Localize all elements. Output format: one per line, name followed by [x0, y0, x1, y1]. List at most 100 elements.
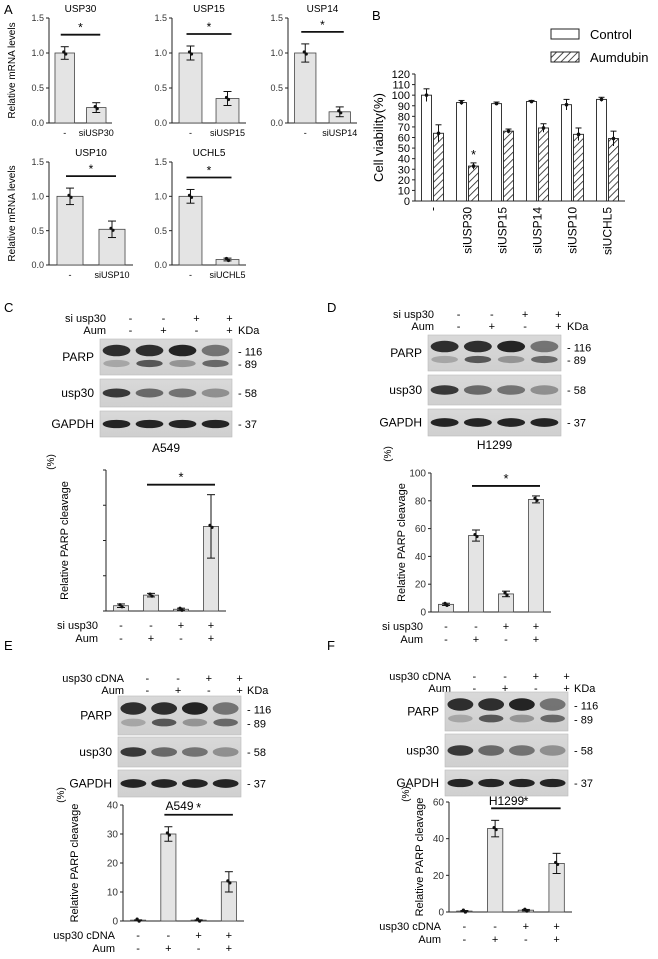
bar [54, 52, 75, 124]
y-tick-label: 40 [415, 552, 427, 563]
blot-band-cleaved [509, 714, 535, 723]
data-point [198, 919, 202, 923]
treatment-row-label: Aum [92, 943, 115, 955]
blot-treatment-label: si usp30 [65, 313, 106, 325]
blot-band [102, 388, 131, 398]
category-label: siUCHL5 [601, 207, 615, 255]
blot-treatment-sign: - [534, 683, 538, 695]
chart-title: UCHL5 [193, 148, 226, 159]
y-axis-unit: (%) [46, 454, 57, 470]
y-axis-label: Relative mRNA levels [7, 22, 18, 118]
kda-marker: - 89 [574, 714, 593, 726]
chart-a5: 0.0 0.5 1.0 1.5 * UCHL5 - siUCHL5 [154, 148, 246, 280]
bar-control [491, 103, 502, 202]
category-label: - [189, 270, 192, 280]
blot-band-cleaved [448, 714, 473, 723]
chart-title: USP30 [65, 4, 97, 15]
bar-aumdubin [608, 138, 619, 202]
y-axis-label: Relative PARP cleavage [396, 483, 408, 602]
blot-band [447, 698, 474, 711]
blot-treatment-sign: - [195, 325, 199, 337]
blot-band [478, 698, 505, 711]
y-tick-label: 30 [398, 164, 410, 176]
category-label: - [426, 207, 440, 211]
blot-band [463, 418, 492, 427]
treatment-sign: - [167, 930, 171, 942]
blot-band [120, 779, 147, 788]
blot-band [151, 702, 178, 715]
blot-band [478, 745, 505, 756]
blot-treatment-sign: - [207, 685, 211, 697]
blot-treatment-label: Aum [83, 325, 106, 337]
blot-band [508, 778, 535, 788]
bar [528, 499, 544, 613]
treatment-sign: - [504, 634, 508, 646]
kda-marker: - 116 [247, 705, 271, 717]
data-point [503, 591, 507, 595]
data-point [463, 910, 467, 914]
blot-treatment-sign: - [146, 685, 150, 697]
data-point [118, 603, 122, 607]
treatment-sign: - [179, 633, 183, 645]
significance-star: * [207, 163, 212, 177]
category-label: siUSP10 [94, 270, 129, 280]
y-axis-label: Relative PARP cleavage [414, 798, 426, 917]
treatment-sign: + [553, 921, 559, 933]
category-label: - [304, 128, 307, 138]
blot-treatment-sign: + [489, 321, 495, 333]
blot-band [135, 419, 164, 429]
category-label: - [63, 128, 66, 138]
category-label: siUCHL5 [209, 270, 245, 280]
data-point [475, 534, 479, 539]
blot-band [168, 344, 197, 357]
chart-c: *Relative PARP cleavage(%)si usp30- - + +Au… [46, 454, 226, 645]
blot-strip [117, 695, 242, 736]
data-point [226, 97, 231, 102]
treatment-sign: - [119, 633, 123, 645]
data-point [148, 592, 152, 596]
blot-band [181, 747, 208, 757]
blot-band [497, 418, 526, 427]
blot-band [430, 418, 459, 427]
treatment-sign: - [524, 934, 528, 946]
chart-d: 0 20 40 60 80 100 * Relative PARP cleavage (%) si… [382, 446, 551, 646]
chart-a2: 0.0 0.5 1.0 1.5 * USP15 - siUSP15 [154, 4, 246, 138]
category-label: siUSP30 [461, 207, 475, 254]
blot-treatment-sign: - [457, 321, 461, 333]
blot-row-label: PARP [407, 705, 439, 719]
data-point [525, 909, 529, 913]
kda-label: KDa [567, 321, 589, 333]
blot-treatment-sign: + [555, 321, 561, 333]
blot-treatment-label: usp30 cDNA [62, 673, 124, 685]
panel-letter-f: F [327, 638, 335, 653]
y-axis-label: Relative PARP cleavage [59, 481, 71, 600]
blot-treatment-sign: + [522, 309, 528, 321]
cell-line-label: A549 [152, 441, 180, 455]
blot-band [463, 340, 492, 353]
significance-star: * [78, 21, 83, 35]
blot-band-cleaved [531, 355, 558, 364]
y-tick-label: 20 [398, 175, 410, 187]
blot-band [102, 344, 131, 357]
legend-label: Control [590, 27, 632, 42]
data-point [224, 256, 229, 261]
kda-label: KDa [247, 685, 269, 697]
blot-band [102, 419, 131, 429]
y-tick-label: 80 [415, 496, 427, 507]
y-tick-label: 0.0 [154, 118, 167, 128]
legend-swatch [550, 28, 580, 40]
y-tick-label: 0.5 [154, 83, 167, 93]
data-point [62, 50, 66, 54]
blot-band-cleaved [213, 718, 238, 727]
y-tick-label: 80 [398, 111, 410, 123]
blot-treatment-sign: - [457, 309, 461, 321]
blot-treatment-label: Aum [101, 685, 124, 697]
data-point [224, 95, 229, 100]
y-tick-label: 1.5 [31, 13, 44, 23]
y-tick-label: 0.5 [154, 226, 167, 236]
treatment-row-label: Aum [75, 633, 98, 645]
blot-treatment-sign: - [490, 309, 494, 321]
data-point [304, 52, 308, 56]
cell-line-label: H1299 [477, 438, 513, 452]
blot-band [135, 344, 164, 357]
